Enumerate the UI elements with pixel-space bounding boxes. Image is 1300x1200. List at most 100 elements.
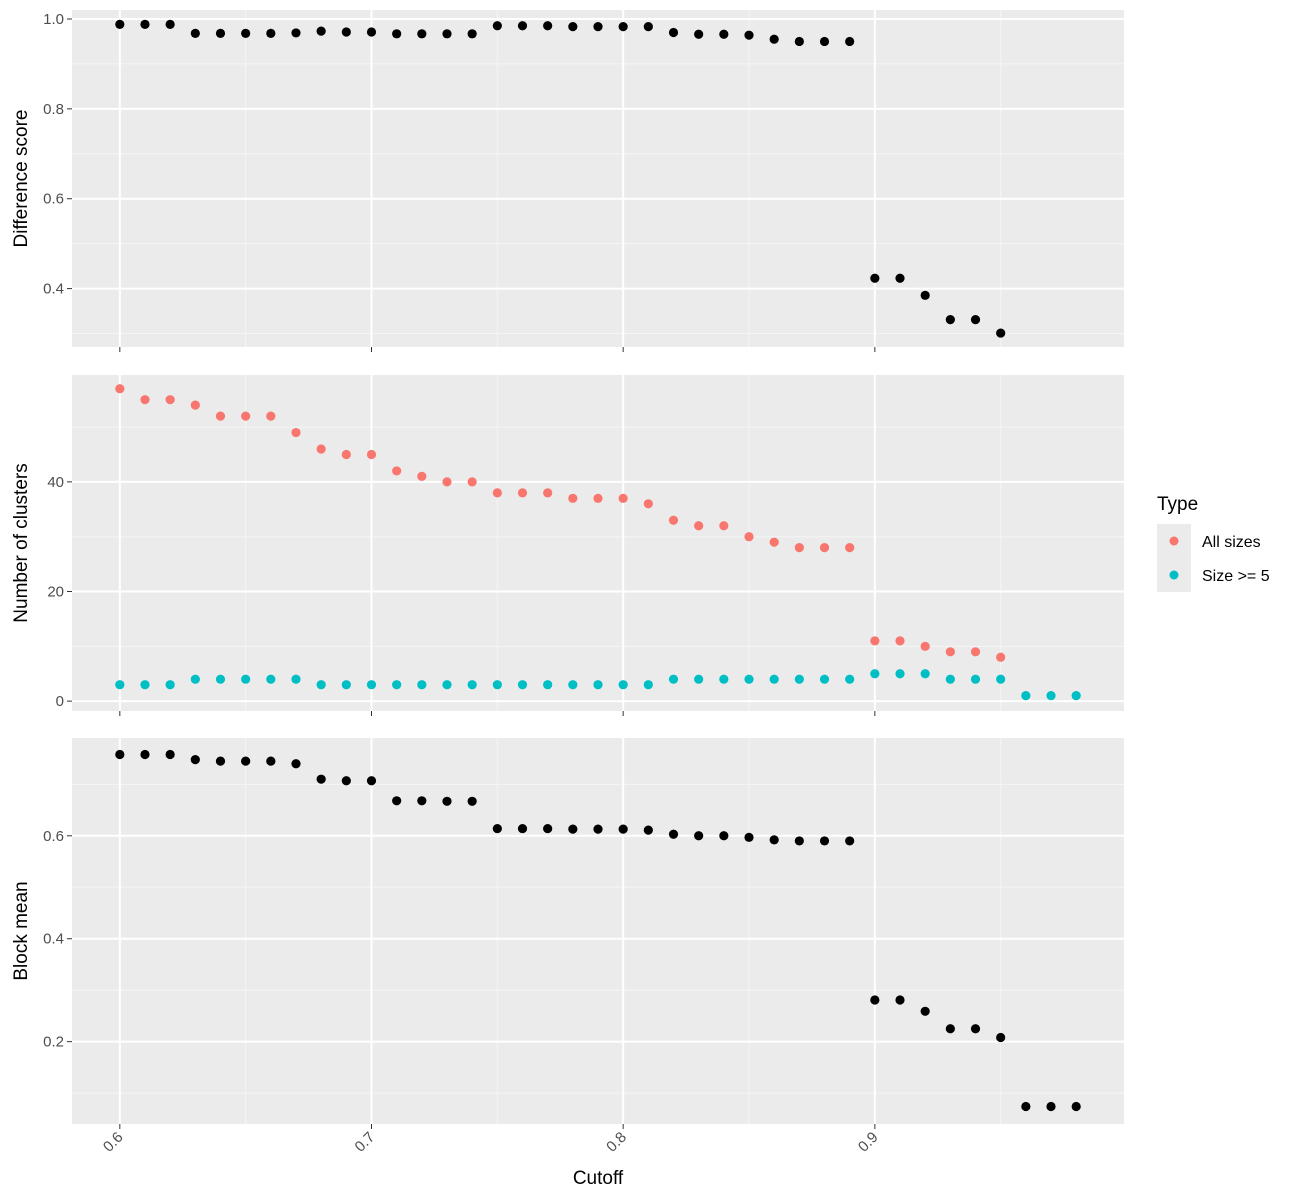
data-point <box>845 674 855 684</box>
data-point <box>593 22 603 32</box>
data-point <box>568 824 578 834</box>
y-tick-label: 0.4 <box>43 931 64 948</box>
data-point <box>920 669 930 679</box>
data-point <box>1021 691 1031 701</box>
data-point <box>744 30 754 40</box>
data-point <box>920 290 930 300</box>
data-point <box>618 824 628 834</box>
y-axis-title: Number of clusters <box>11 463 32 622</box>
data-point <box>1071 691 1081 701</box>
data-point <box>392 680 402 690</box>
data-point <box>115 680 125 690</box>
y-tick-label: 0 <box>56 693 64 710</box>
data-point <box>392 466 402 476</box>
data-point <box>719 831 729 841</box>
data-point <box>593 680 603 690</box>
panel-background <box>72 375 1124 711</box>
data-point <box>643 499 653 509</box>
x-tick-label: 0.6 <box>100 1129 127 1156</box>
data-point <box>341 449 351 460</box>
data-point <box>442 477 452 487</box>
y-axis-title: Block mean <box>11 881 32 980</box>
data-point <box>819 36 830 47</box>
data-point <box>341 680 351 690</box>
data-point <box>392 29 402 39</box>
data-point <box>694 521 704 531</box>
data-point <box>291 28 301 38</box>
legend-title: Type <box>1157 494 1198 515</box>
panel-3: 0.2 0.4 0.6 Block mean <box>11 738 1124 1129</box>
data-point <box>694 674 704 684</box>
data-point <box>241 756 251 766</box>
panels: 0.4 0.6 0.8 1.0 Difference score 0 20 40 Number … <box>11 10 1124 1129</box>
data-point <box>970 647 981 657</box>
data-point <box>794 543 804 553</box>
data-point <box>543 823 553 834</box>
data-point <box>794 36 804 47</box>
data-point <box>920 1006 930 1016</box>
data-point <box>719 521 729 531</box>
y-tick-label: 0.4 <box>43 281 64 298</box>
x-tick-label: 0.7 <box>352 1129 379 1156</box>
data-point <box>568 680 578 690</box>
y-tick-label: 0.8 <box>43 101 64 118</box>
data-point <box>215 674 226 684</box>
legend-key-all-sizes <box>1169 536 1179 546</box>
data-point <box>190 28 200 38</box>
data-point <box>1021 1101 1031 1112</box>
data-point <box>241 674 251 684</box>
data-point <box>442 680 452 690</box>
data-point <box>165 680 175 690</box>
data-point <box>241 411 251 421</box>
data-point <box>467 477 477 487</box>
data-point <box>140 19 150 29</box>
data-point <box>366 776 377 786</box>
data-point <box>895 636 905 646</box>
data-point <box>819 543 830 553</box>
data-point <box>996 652 1006 662</box>
panel-background <box>72 738 1124 1124</box>
data-point <box>668 27 679 38</box>
data-point <box>417 471 427 482</box>
data-point <box>719 674 729 684</box>
data-point <box>115 384 125 394</box>
data-point <box>1046 691 1056 701</box>
y-tick-label: 1.0 <box>43 11 64 28</box>
panel-2: 0 20 40 Number of clusters <box>11 375 1124 716</box>
data-point <box>115 19 125 29</box>
y-tick-label: 0.6 <box>43 828 64 845</box>
data-point <box>115 749 125 760</box>
data-point <box>719 29 729 39</box>
data-point <box>870 669 880 679</box>
data-point <box>845 36 855 47</box>
panel-background <box>72 10 1124 347</box>
series-2 <box>115 669 1081 701</box>
data-point <box>492 823 502 834</box>
data-point <box>291 759 301 769</box>
y-axis-title: Difference score <box>11 110 32 248</box>
data-point <box>568 493 578 503</box>
data-point <box>845 543 855 553</box>
data-point <box>266 411 276 421</box>
data-point <box>1071 1101 1081 1112</box>
data-point <box>492 680 502 690</box>
data-point <box>467 29 477 39</box>
data-point <box>618 22 628 32</box>
x-tick-label: 0.8 <box>603 1129 630 1156</box>
data-point <box>467 796 477 806</box>
data-point <box>316 680 326 690</box>
data-point <box>643 825 653 835</box>
series-1 <box>115 19 1006 338</box>
y-tick-label: 40 <box>47 474 64 491</box>
data-point <box>341 27 351 37</box>
data-point <box>643 22 653 32</box>
data-point <box>140 680 150 690</box>
data-point <box>945 647 955 657</box>
data-point <box>291 674 301 684</box>
data-point <box>895 669 905 679</box>
series-1 <box>115 384 1006 662</box>
data-point <box>769 835 779 845</box>
data-point <box>266 674 276 684</box>
data-point <box>694 831 704 841</box>
